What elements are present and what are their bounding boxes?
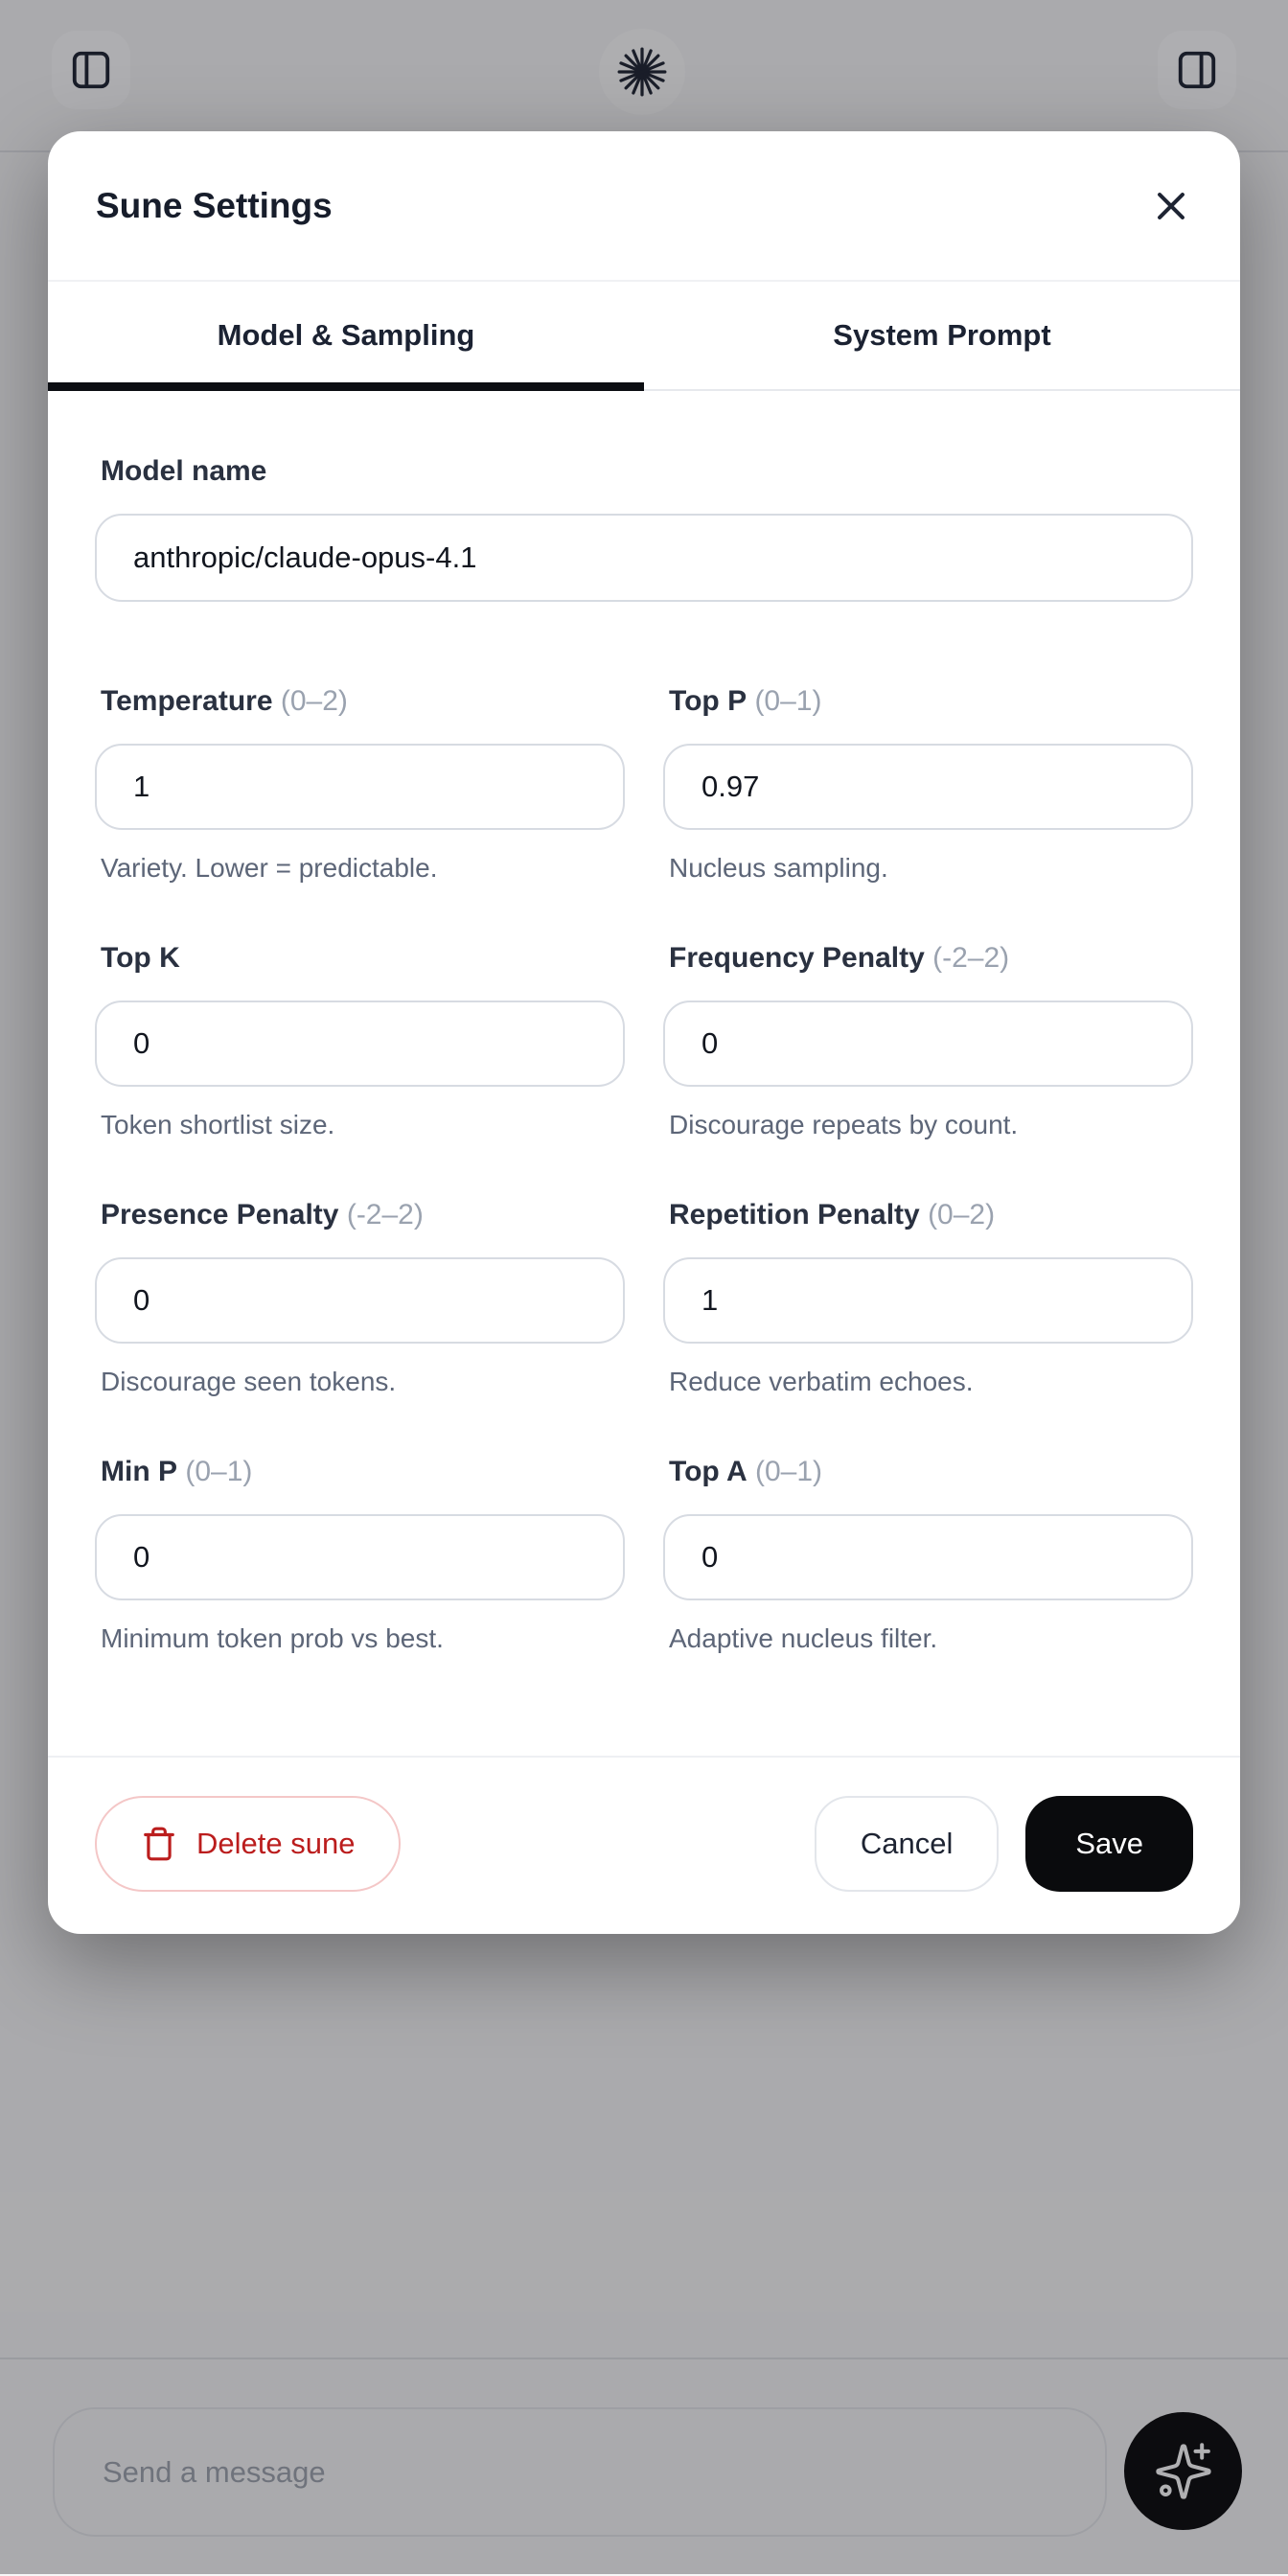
starburst-icon <box>617 47 667 97</box>
trash-icon <box>141 1826 177 1862</box>
top-a-range: (0–1) <box>754 1456 823 1487</box>
message-input[interactable] <box>53 2407 1107 2537</box>
min-p-help: Minimum token prob vs best. <box>101 1623 444 1653</box>
sampling-fields-grid: Temperature (0–2) Variety. Lower = predi… <box>95 682 1193 1656</box>
top-a-label: Top A <box>669 1456 748 1487</box>
field-top-a: Top A (0–1) Adaptive nucleus filter. <box>663 1453 1193 1656</box>
min-p-range: (0–1) <box>185 1456 253 1487</box>
field-frequency-penalty: Frequency Penalty (-2–2) Discourage repe… <box>663 939 1193 1142</box>
top-a-input[interactable] <box>663 1514 1193 1600</box>
temperature-help: Variety. Lower = predictable. <box>101 853 438 883</box>
model-name-input[interactable] <box>95 514 1193 602</box>
presence-penalty-input[interactable] <box>95 1257 625 1344</box>
frequency-penalty-input[interactable] <box>663 1000 1193 1087</box>
top-p-input[interactable] <box>663 744 1193 830</box>
top-k-help: Token shortlist size. <box>101 1110 335 1139</box>
model-name-label: Model name <box>101 455 267 487</box>
top-bar <box>0 0 1288 152</box>
toggle-right-sidebar-button[interactable] <box>1158 31 1236 109</box>
modal-footer: Delete sune Cancel Save <box>48 1756 1240 1934</box>
repetition-penalty-help: Reduce verbatim echoes. <box>669 1367 974 1396</box>
field-top-p: Top P (0–1) Nucleus sampling. <box>663 682 1193 886</box>
repetition-penalty-label: Repetition Penalty <box>669 1199 920 1230</box>
sune-avatar[interactable] <box>599 29 685 115</box>
min-p-input[interactable] <box>95 1514 625 1600</box>
field-presence-penalty: Presence Penalty (-2–2) Discourage seen … <box>95 1196 625 1399</box>
panel-left-icon <box>69 48 113 92</box>
delete-sune-button[interactable]: Delete sune <box>95 1796 402 1892</box>
modal-header: Sune Settings <box>48 131 1240 282</box>
top-k-label: Top K <box>101 942 180 974</box>
tab-bar: Model & Sampling System Prompt <box>48 282 1240 391</box>
min-p-label: Min P <box>101 1456 177 1487</box>
frequency-penalty-help: Discourage repeats by count. <box>669 1110 1019 1139</box>
temperature-label: Temperature <box>101 685 273 717</box>
frequency-penalty-range: (-2–2) <box>932 942 1010 974</box>
modal-title: Sune Settings <box>96 185 333 225</box>
temperature-input[interactable] <box>95 744 625 830</box>
sparkles-icon <box>1153 2441 1214 2502</box>
temperature-range: (0–2) <box>280 685 348 717</box>
field-temperature: Temperature (0–2) Variety. Lower = predi… <box>95 682 625 886</box>
modal-body: Model name Temperature (0–2) Variety. Lo… <box>48 391 1240 1694</box>
close-button[interactable] <box>1150 185 1192 227</box>
send-button[interactable] <box>1124 2412 1242 2530</box>
presence-penalty-range: (-2–2) <box>346 1199 424 1230</box>
top-p-help: Nucleus sampling. <box>669 853 888 883</box>
tab-system-prompt[interactable]: System Prompt <box>644 282 1240 389</box>
tab-model-sampling[interactable]: Model & Sampling <box>48 282 644 391</box>
top-p-range: (0–1) <box>754 685 822 717</box>
close-icon <box>1150 185 1192 227</box>
panel-right-icon <box>1175 48 1219 92</box>
toggle-left-sidebar-button[interactable] <box>52 31 130 109</box>
repetition-penalty-input[interactable] <box>663 1257 1193 1344</box>
composer-bar <box>0 2358 1288 2576</box>
field-repetition-penalty: Repetition Penalty (0–2) Reduce verbatim… <box>663 1196 1193 1399</box>
top-p-label: Top P <box>669 685 748 717</box>
cancel-button[interactable]: Cancel <box>814 1796 1000 1892</box>
top-a-help: Adaptive nucleus filter. <box>669 1623 938 1653</box>
delete-sune-label: Delete sune <box>196 1827 356 1860</box>
presence-penalty-label: Presence Penalty <box>101 1199 339 1230</box>
repetition-penalty-range: (0–2) <box>928 1199 996 1230</box>
frequency-penalty-label: Frequency Penalty <box>669 942 925 974</box>
presence-penalty-help: Discourage seen tokens. <box>101 1367 397 1396</box>
save-button[interactable]: Save <box>1025 1796 1193 1892</box>
top-k-input[interactable] <box>95 1000 625 1087</box>
field-top-k: Top K Token shortlist size. <box>95 939 625 1142</box>
field-min-p: Min P (0–1) Minimum token prob vs best. <box>95 1453 625 1656</box>
sune-settings-modal: Sune Settings Model & Sampling System Pr… <box>48 131 1240 1934</box>
